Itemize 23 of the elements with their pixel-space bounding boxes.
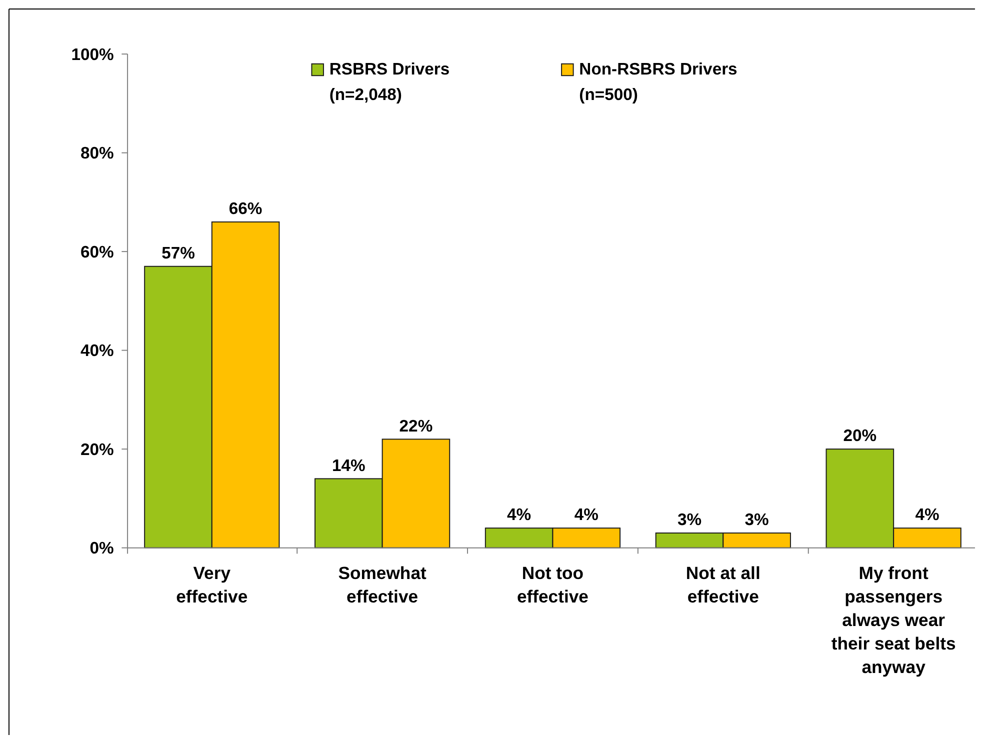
legend-label: Non-RSBRS Drivers (n=500) [579,60,738,104]
data-label: 3% [744,510,770,530]
data-label: 4% [574,505,599,524]
y-tick-label: 100% [71,44,114,64]
y-tick-label: 60% [80,242,114,262]
legend-label: RSBRS Drivers (n=2,048) [329,60,450,104]
y-tick-label: 40% [80,341,114,360]
y-tick-label: 20% [80,440,114,459]
y-tick-label: 80% [80,144,114,163]
data-label: 57% [162,244,196,263]
data-label: 20% [843,426,877,446]
data-label: 14% [332,456,366,475]
data-label: 4% [915,505,940,524]
data-label: 22% [399,416,433,436]
x-tick-label: Somewhat effective [338,563,427,607]
data-label: 66% [228,199,262,218]
y-tick-label: 0% [90,538,114,558]
data-label: 3% [677,510,702,530]
data-label: 4% [507,505,532,524]
x-tick-label: Not too effective [516,563,589,607]
x-tick-label: Not at all effective [686,563,760,607]
x-tick-label: Very effective [176,563,248,607]
x-tick-label: My front passengers always wear their seat belts anyway [831,563,956,678]
